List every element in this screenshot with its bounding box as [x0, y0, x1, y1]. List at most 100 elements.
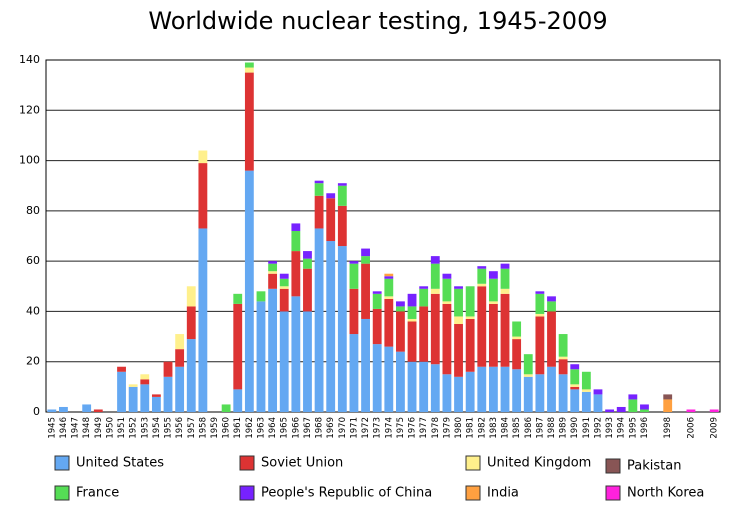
- bar-segment: [535, 293, 545, 314]
- bar-segment: [337, 185, 347, 206]
- bar-segment: [47, 409, 57, 412]
- bar-segment: [419, 288, 429, 307]
- x-tick-label: 1992: [593, 417, 603, 439]
- x-tick-label: 1986: [524, 417, 534, 439]
- bar-segment: [547, 296, 556, 302]
- bar-segment: [500, 366, 510, 412]
- bar-segment: [256, 301, 266, 412]
- bar-segment: [477, 283, 487, 287]
- x-tick-label: 1989: [559, 417, 569, 439]
- bar-segment: [663, 399, 673, 412]
- y-tick-label: 20: [26, 355, 40, 368]
- legend-swatch: [605, 458, 621, 474]
- x-tick-label: 1952: [129, 417, 139, 439]
- x-tick-label: 1962: [245, 417, 255, 439]
- bar-segment: [291, 230, 301, 252]
- bar-segment: [477, 286, 487, 367]
- bar-segment: [454, 376, 463, 412]
- legend-label: Soviet Union: [261, 456, 343, 471]
- x-tick-label: 1953: [140, 417, 150, 439]
- bar-segment: [337, 205, 347, 247]
- bar-segment: [128, 386, 138, 412]
- bar-segment: [465, 316, 475, 319]
- bar-segment: [477, 366, 487, 412]
- legend-label: France: [76, 486, 119, 501]
- x-tick-label: 1954: [152, 417, 162, 439]
- bar-segment: [326, 193, 336, 199]
- bar-segment: [82, 404, 92, 412]
- bar-segment: [558, 334, 568, 357]
- x-tick-label: 1983: [489, 417, 499, 439]
- bar-segment: [407, 361, 417, 412]
- bar-segment: [407, 306, 417, 319]
- bar-segment: [570, 369, 580, 385]
- bar-segment: [268, 261, 278, 264]
- bar-segment: [547, 366, 556, 412]
- x-tick-label: 1972: [361, 417, 371, 439]
- y-tick-label: 140: [19, 53, 40, 66]
- bar-segment: [163, 361, 173, 377]
- bar-segment: [151, 394, 161, 397]
- bar-segment: [349, 288, 359, 335]
- bar-segment: [709, 409, 719, 412]
- bar-segment: [500, 293, 510, 367]
- x-tick-label: 1984: [501, 417, 511, 439]
- x-tick-label: 1968: [315, 417, 325, 439]
- bar-segment: [244, 67, 254, 73]
- y-tick-label: 120: [19, 103, 40, 116]
- bar-segment: [175, 366, 185, 412]
- bar-segment: [488, 271, 498, 279]
- bar-segment: [303, 268, 312, 312]
- bar-segment: [384, 273, 394, 277]
- bar-segment: [593, 394, 603, 412]
- bar-segment: [279, 273, 289, 279]
- bar-segment: [303, 258, 312, 269]
- x-tick-label: 1975: [396, 417, 406, 439]
- bar-segment: [640, 409, 649, 412]
- x-tick-label: 1949: [94, 417, 104, 439]
- x-tick-label: 1993: [605, 417, 615, 439]
- bar-segment: [140, 379, 150, 385]
- bar-segment: [407, 321, 417, 362]
- legend-label: People's Republic of China: [261, 486, 432, 501]
- bar-segment: [581, 391, 591, 412]
- bar-segment: [384, 346, 394, 412]
- bar-segment: [140, 384, 150, 412]
- bar-segment: [384, 276, 394, 279]
- bar-segment: [419, 361, 429, 412]
- bar-segment: [570, 389, 580, 412]
- x-tick-label: 1956: [175, 417, 185, 439]
- bar-segment: [128, 384, 138, 387]
- bar-segment: [581, 389, 591, 392]
- bar-segment: [442, 273, 452, 279]
- bar-segment: [547, 301, 556, 312]
- bar-segment: [279, 311, 289, 412]
- x-tick-label: 1998: [663, 417, 673, 439]
- bar-segment: [686, 409, 696, 412]
- bar-segment: [454, 316, 463, 324]
- bar-segment: [523, 354, 533, 375]
- bar-segment: [349, 263, 359, 289]
- x-tick-label: 1957: [187, 417, 197, 439]
- bar-segment: [198, 163, 208, 229]
- x-tick-label: 1987: [535, 417, 545, 439]
- x-tick-label: 1961: [233, 417, 243, 439]
- bar-segment: [396, 351, 405, 412]
- x-tick-label: 1974: [384, 417, 394, 439]
- bar-segment: [465, 371, 475, 412]
- x-tick-label: 1995: [628, 417, 638, 439]
- bar-segment: [361, 248, 370, 257]
- bar-segment: [314, 195, 324, 229]
- legend-label: India: [487, 486, 519, 501]
- bar-segment: [349, 334, 359, 412]
- x-tick-label: 1977: [419, 417, 429, 439]
- x-tick-label: 1994: [617, 417, 627, 439]
- bar-segment: [407, 293, 417, 307]
- bar-segment: [454, 286, 463, 289]
- bar-segment: [430, 288, 440, 294]
- bar-segment: [140, 374, 150, 380]
- bar-segment: [628, 394, 638, 400]
- x-tick-label: 1966: [291, 417, 301, 439]
- x-tick-label: 2009: [710, 417, 720, 439]
